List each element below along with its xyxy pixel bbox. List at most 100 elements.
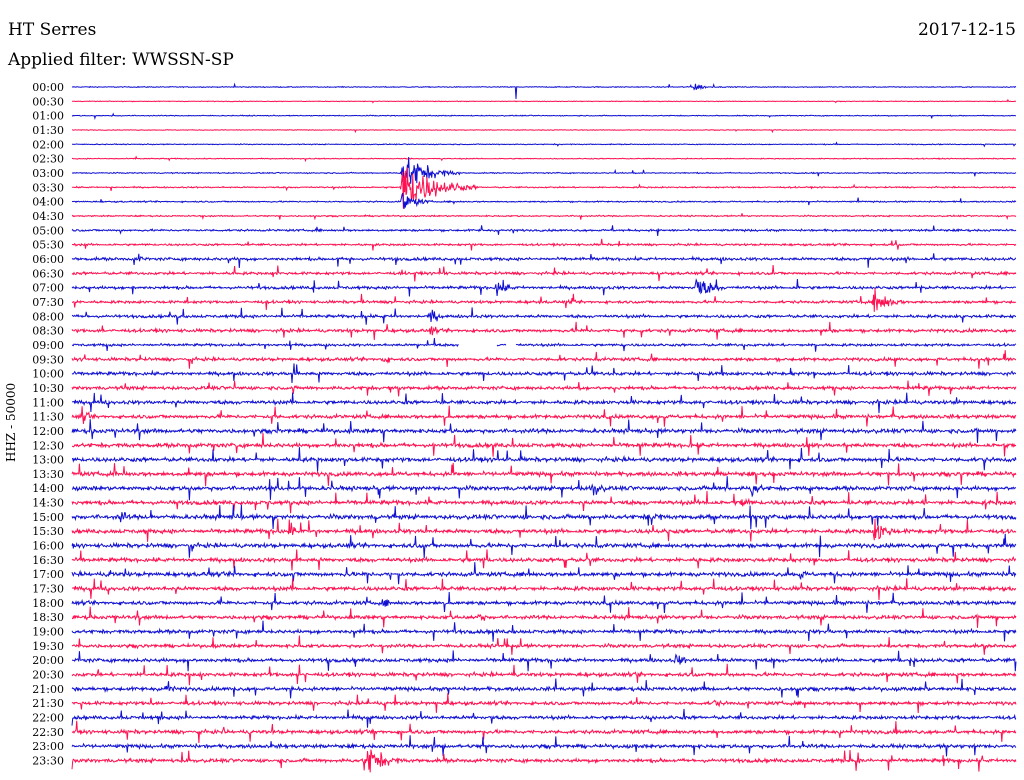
row-time-label: 20:30 bbox=[32, 669, 64, 682]
row-time-label: 08:30 bbox=[32, 325, 64, 338]
trace-line bbox=[71, 533, 1017, 559]
row-time-label: 12:30 bbox=[32, 439, 64, 452]
trace-line bbox=[72, 98, 1016, 104]
trace-line bbox=[72, 128, 1017, 134]
trace-line bbox=[71, 549, 1017, 571]
trace-line bbox=[71, 663, 1017, 686]
trace-line bbox=[71, 693, 1017, 714]
trace-line bbox=[71, 82, 1017, 100]
trace-line bbox=[71, 504, 1017, 530]
trace-line bbox=[71, 193, 1017, 210]
row-time-label: 20:00 bbox=[32, 654, 64, 667]
row-time-label: 08:00 bbox=[32, 310, 64, 323]
trace-line bbox=[71, 462, 1017, 487]
trace-line bbox=[71, 650, 1017, 672]
trace-line bbox=[71, 708, 1017, 728]
filter-label: Applied filter: WWSSN-SP bbox=[8, 50, 234, 70]
trace-line bbox=[71, 606, 1017, 628]
trace-line bbox=[72, 156, 1017, 188]
trace-line bbox=[71, 380, 1017, 397]
row-time-label: 10:30 bbox=[32, 382, 64, 395]
row-time-label: 21:30 bbox=[32, 697, 64, 710]
trace-line bbox=[71, 490, 1016, 514]
trace-line bbox=[71, 112, 1017, 121]
trace-line bbox=[71, 447, 1017, 472]
row-time-label: 13:00 bbox=[32, 454, 64, 467]
row-time-label: 00:00 bbox=[32, 81, 64, 94]
row-time-label: 01:00 bbox=[32, 110, 64, 123]
row-time-label: 23:00 bbox=[32, 740, 64, 753]
trace-line bbox=[71, 749, 1017, 773]
row-time-label: 00:30 bbox=[32, 95, 64, 108]
row-time-label: 18:00 bbox=[32, 597, 64, 610]
row-time-label: 11:00 bbox=[32, 396, 64, 409]
trace-line bbox=[71, 278, 1017, 297]
trace-line bbox=[71, 392, 1017, 414]
row-time-label: 17:30 bbox=[32, 583, 64, 596]
row-time-label: 22:30 bbox=[32, 726, 64, 739]
row-time-label: 15:30 bbox=[32, 525, 64, 538]
row-time-label: 06:30 bbox=[32, 267, 64, 280]
row-time-label: 02:30 bbox=[32, 153, 64, 166]
row-time-label: 04:30 bbox=[32, 210, 64, 223]
trace-line bbox=[71, 720, 1017, 744]
trace-line bbox=[71, 337, 1017, 352]
row-time-label: 07:30 bbox=[32, 296, 64, 309]
trace-line bbox=[71, 591, 1017, 614]
row-time-label: 07:00 bbox=[32, 282, 64, 295]
trace-line bbox=[71, 405, 1017, 427]
row-time-label: 09:00 bbox=[32, 339, 64, 352]
row-time-label: 03:00 bbox=[32, 167, 64, 180]
row-time-label: 05:00 bbox=[32, 224, 64, 237]
trace-line bbox=[71, 225, 1017, 237]
row-time-label: 01:30 bbox=[32, 124, 64, 137]
trace-line bbox=[71, 307, 1017, 325]
trace-line bbox=[71, 678, 1017, 699]
trace-line bbox=[71, 578, 1017, 601]
row-time-label: 04:00 bbox=[32, 196, 64, 209]
row-time-label: 17:00 bbox=[32, 568, 64, 581]
trace-line bbox=[71, 253, 1016, 269]
date-label: 2017-12-15 bbox=[917, 20, 1016, 40]
row-time-label: 15:00 bbox=[32, 511, 64, 524]
trace-line bbox=[71, 432, 1017, 457]
trace-line bbox=[71, 419, 1017, 443]
trace-line bbox=[71, 238, 1017, 251]
row-time-label: 21:00 bbox=[32, 683, 64, 696]
row-time-label: 09:30 bbox=[32, 353, 64, 366]
trace-line bbox=[71, 321, 1017, 340]
row-time-label: 10:00 bbox=[32, 368, 64, 381]
trace-line bbox=[71, 141, 1017, 148]
row-time-label: 05:30 bbox=[32, 239, 64, 252]
row-time-label: 16:00 bbox=[32, 540, 64, 553]
trace-line bbox=[71, 735, 1017, 757]
trace-line bbox=[71, 476, 1017, 501]
row-time-label: 12:00 bbox=[32, 425, 64, 438]
row-time-label: 11:30 bbox=[32, 411, 64, 424]
trace-line bbox=[71, 518, 1017, 542]
row-time-label: 02:00 bbox=[32, 138, 64, 151]
row-time-label: 16:30 bbox=[32, 554, 64, 567]
trace-line bbox=[71, 635, 1017, 655]
trace-line bbox=[71, 167, 1017, 209]
row-time-label: 06:00 bbox=[32, 253, 64, 266]
row-time-label: 19:00 bbox=[32, 626, 64, 639]
row-time-label: 19:30 bbox=[32, 640, 64, 653]
trace-line bbox=[71, 288, 1016, 312]
row-time-label: 13:30 bbox=[32, 468, 64, 481]
trace-line bbox=[71, 562, 1017, 585]
row-time-label: 23:30 bbox=[32, 755, 64, 768]
trace-line bbox=[71, 213, 1017, 221]
row-time-label: 14:30 bbox=[32, 497, 64, 510]
trace-line bbox=[71, 155, 1017, 163]
row-time-label: 03:30 bbox=[32, 181, 64, 194]
trace-line bbox=[71, 363, 1017, 384]
row-time-label: 14:00 bbox=[32, 482, 64, 495]
row-time-label: 18:30 bbox=[32, 611, 64, 624]
trace-line bbox=[71, 620, 1017, 642]
trace-line bbox=[71, 350, 1017, 369]
trace-line bbox=[71, 265, 1017, 282]
row-time-label: 22:00 bbox=[32, 712, 64, 725]
